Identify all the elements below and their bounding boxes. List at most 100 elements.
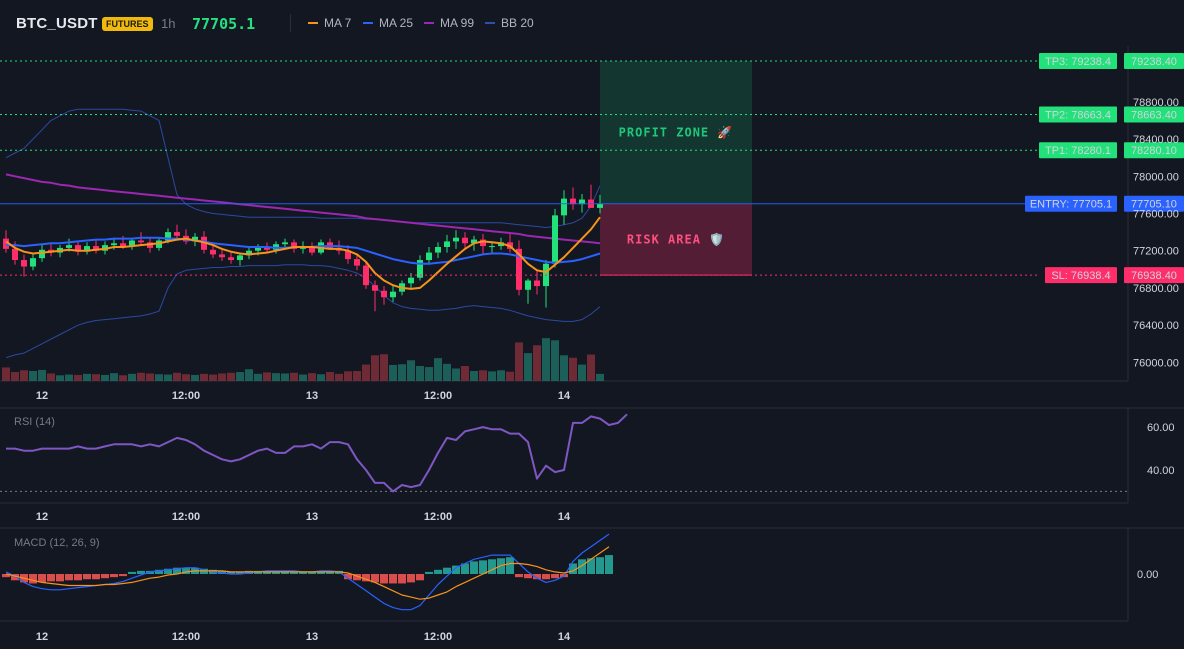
legend-ma7[interactable]: MA 7: [308, 16, 351, 30]
macd-panel: 0.00: [2, 533, 1158, 611]
legend-ma25[interactable]: MA 25: [363, 16, 413, 30]
volume-bar: [299, 374, 307, 381]
macd-hist-bar: [488, 559, 496, 574]
timeframe-label[interactable]: 1h: [161, 16, 176, 31]
level-tp-1-tag-label: TP2: 78663.4: [1045, 110, 1111, 122]
candle-body: [552, 215, 558, 264]
legend-ma25-label: MA 25: [379, 16, 414, 30]
candle-body: [516, 248, 522, 290]
symbol-name[interactable]: BTC_USDT: [16, 15, 98, 32]
macd-hist-bar: [416, 574, 424, 581]
level-sl-4-tag[interactable]: [1045, 267, 1117, 284]
candle-body: [12, 248, 18, 261]
macd-hist-bar: [119, 574, 127, 577]
candle-body: [435, 247, 441, 253]
level-tp-1-axis-tag: [1124, 106, 1184, 123]
volume-bar: [407, 360, 415, 381]
volume-bar: [443, 363, 451, 381]
volume-bar: [380, 354, 388, 381]
macd-hist-bar: [353, 574, 361, 581]
candle-body: [174, 232, 180, 236]
candle-body: [237, 255, 243, 261]
macd-hist-bar: [380, 574, 388, 584]
volume-bar: [362, 364, 370, 381]
level-entry-3-tag-label: ENTRY: 77705.1: [1030, 199, 1112, 211]
macd-hist-bar: [2, 574, 10, 578]
level-tp-1-tag[interactable]: [1039, 106, 1117, 123]
volume-bar: [74, 374, 82, 381]
volume-bar: [29, 371, 37, 381]
rsi-title: RSI (14): [14, 416, 55, 428]
volume-bar: [569, 357, 577, 381]
macd-time-label: 12:00: [424, 631, 452, 643]
volume-bar: [182, 374, 190, 381]
macd-hist-bar: [596, 557, 604, 574]
legend-ma99[interactable]: MA 99: [424, 16, 474, 30]
legend-ma99-swatch: [424, 22, 434, 24]
legend-ma7-swatch: [308, 22, 318, 24]
candle-body: [489, 246, 495, 248]
rsi-time-label: 12: [36, 511, 48, 523]
candle-body: [381, 290, 387, 298]
volume-bar: [578, 364, 586, 381]
macd-hist-bar: [56, 574, 64, 582]
price-time-label: 12:00: [424, 390, 452, 402]
volume-bar: [92, 374, 100, 381]
rsi-time-label: 12:00: [424, 511, 452, 523]
macd-hist-bar: [227, 571, 235, 574]
bb-lower-line: [5, 264, 601, 359]
macd-hist-bar: [362, 574, 370, 582]
volume-bar: [2, 367, 10, 381]
candle-body: [444, 241, 450, 247]
volume-bar: [128, 373, 136, 381]
volume-bar: [236, 372, 244, 381]
candle-body: [345, 250, 351, 260]
macd-time-label: 12:00: [172, 631, 200, 643]
level-tp-0-axis-tag: [1124, 53, 1184, 70]
volume-bar: [218, 373, 226, 381]
volume-bar: [47, 373, 55, 381]
price-axis[interactable]: 78800.00 78400.00 78000.00 77600.00 77200.00…: [1133, 97, 1179, 370]
macd-hist-bar: [65, 574, 73, 581]
level-tp-2-tag[interactable]: [1039, 142, 1117, 159]
macd-hist-bar: [101, 574, 109, 579]
candle-body: [471, 239, 477, 244]
macd-hist-bar: [515, 574, 523, 578]
candle-body: [264, 247, 270, 250]
chart-header: BTC_USDT FUTURES 1h 77705.1 MA 7 MA 25 M…: [0, 0, 1184, 46]
candle-body: [570, 198, 576, 205]
macd-hist-bar: [47, 574, 55, 582]
legend-bb20-swatch: [485, 22, 495, 24]
macd-time-axis: 12 12:00 13 12:00 14: [36, 631, 571, 643]
volume-bar: [479, 370, 487, 381]
risk-zone-label: RISK AREA 🛡️: [627, 232, 725, 246]
macd-hist-bar: [470, 561, 478, 574]
volume-bar: [344, 371, 352, 381]
price-tick-label: 78400.00: [1133, 134, 1179, 146]
macd-hist-bar: [83, 574, 91, 580]
rsi-series: [6, 413, 628, 493]
price-time-label: 13: [306, 390, 318, 402]
volume-bar: [119, 375, 127, 381]
candle-body: [165, 232, 171, 241]
level-entry-3-tag[interactable]: [1025, 195, 1117, 212]
level-tp-0-tag[interactable]: [1039, 53, 1117, 70]
candle-body: [120, 243, 126, 247]
volume-bar: [398, 364, 406, 381]
macd-hist-bar: [434, 569, 442, 574]
macd-hist-bar: [236, 571, 244, 574]
macd-hist-bar: [290, 571, 298, 574]
legend-ma7-label: MA 7: [324, 16, 352, 30]
candle-body: [426, 252, 432, 261]
macd-time-label: 13: [306, 631, 318, 643]
legend-bb20[interactable]: BB 20: [485, 16, 534, 30]
candle-body: [282, 242, 288, 245]
rsi-time-label: 12:00: [172, 511, 200, 523]
volume-bar: [560, 355, 568, 381]
macd-hist-bar: [344, 574, 352, 580]
volume-bar: [587, 354, 595, 381]
macd-hist-bar: [371, 574, 379, 583]
volume-bar: [146, 373, 154, 381]
candle-body: [597, 203, 603, 208]
